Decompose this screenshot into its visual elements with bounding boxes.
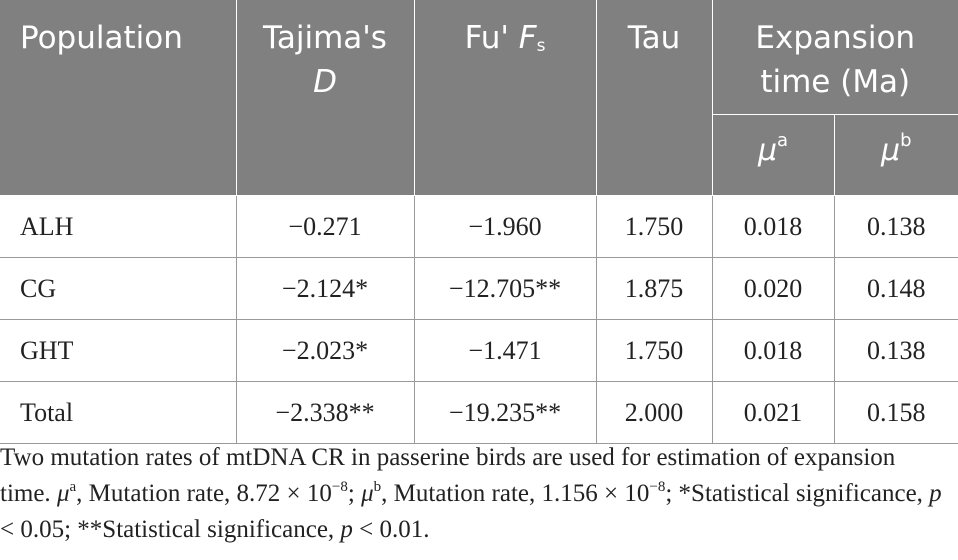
header-mu-b: μb [834, 114, 958, 196]
header-expansion-time: Expansion time (Ma) [712, 0, 958, 115]
cell-mu-b: 0.148 [834, 257, 958, 320]
header-population: Population [0, 0, 237, 196]
cell-fu-fs: −1.960 [414, 195, 597, 258]
table-header: Population Tajima's D Fu' Fs Tau Expansio… [0, 0, 958, 196]
cell-mu-a: 0.020 [712, 257, 835, 320]
cell-tau: 2.000 [596, 381, 713, 444]
cell-fu-fs: −19.235** [414, 381, 597, 444]
mu-b-symbol: μ [361, 480, 374, 507]
cell-population: Total [0, 381, 237, 444]
header-tau: Tau [596, 0, 713, 196]
cell-tau: 1.750 [596, 195, 713, 258]
cell-tajima-d: −2.023* [236, 319, 415, 382]
table-row: ALH −0.271 −1.960 1.750 0.018 0.138 [0, 195, 958, 258]
table-row: Total −2.338** −19.235** 2.000 0.021 0.1… [0, 381, 958, 444]
cell-population: CG [0, 257, 237, 320]
header-fu-fs: Fu' Fs [414, 0, 597, 196]
mu-a-symbol: μ [56, 480, 70, 507]
header-mu-a: μa [712, 114, 835, 196]
header-tajima-d: Tajima's D [236, 0, 415, 196]
cell-tau: 1.750 [596, 319, 713, 382]
cell-mu-b: 0.138 [834, 319, 958, 382]
cell-mu-a: 0.018 [712, 195, 835, 258]
cell-mu-b: 0.138 [834, 195, 958, 258]
cell-tajima-d: −2.338** [236, 381, 415, 444]
cell-mu-a: 0.021 [712, 381, 835, 444]
table-body: ALH −0.271 −1.960 1.750 0.018 0.138 CG −… [0, 195, 958, 444]
cell-population: GHT [0, 319, 237, 382]
cell-mu-a: 0.018 [712, 319, 835, 382]
cell-fu-fs: −12.705** [414, 257, 597, 320]
statistics-table: Population Tajima's D Fu' Fs Tau Expansio… [0, 0, 958, 444]
cell-tajima-d: −2.124* [236, 257, 415, 320]
cell-mu-b: 0.158 [834, 381, 958, 444]
table-footnote: Two mutation rates of mtDNA CR in passer… [0, 444, 942, 543]
tajima-d-symbol: D [313, 64, 337, 100]
cell-fu-fs: −1.471 [414, 319, 597, 382]
table-row: CG −2.124* −12.705** 1.875 0.020 0.148 [0, 257, 958, 320]
cell-population: ALH [0, 195, 237, 258]
cell-tajima-d: −0.271 [236, 195, 415, 258]
cell-tau: 1.875 [596, 257, 713, 320]
table-row: GHT −2.023* −1.471 1.750 0.018 0.138 [0, 319, 958, 382]
